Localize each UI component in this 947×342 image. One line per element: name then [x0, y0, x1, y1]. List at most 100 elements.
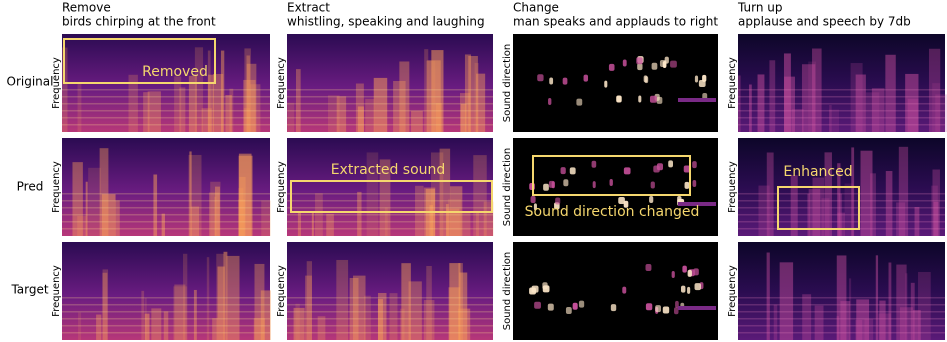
stripe — [229, 88, 234, 132]
blob — [649, 196, 654, 204]
harmonic — [738, 110, 945, 112]
harmonic — [287, 103, 493, 105]
blob — [604, 80, 608, 88]
panels — [62, 34, 947, 340]
blob — [537, 74, 544, 82]
blob — [650, 181, 655, 189]
blob — [549, 77, 554, 85]
stripe — [888, 262, 892, 340]
stripe — [446, 208, 460, 236]
stripe — [907, 98, 919, 132]
spectrogram — [513, 242, 718, 340]
stripe — [476, 73, 486, 132]
stripe — [898, 146, 909, 236]
spectrogram — [287, 138, 494, 236]
stripe — [179, 87, 186, 132]
stripe — [365, 98, 375, 132]
blob — [668, 160, 674, 168]
stripe — [837, 163, 841, 236]
blob — [533, 203, 537, 211]
stripe — [377, 299, 383, 340]
stripe — [311, 212, 314, 236]
stripe — [238, 188, 244, 236]
stripe — [871, 88, 885, 132]
stripe — [807, 193, 810, 236]
y-axis-label: Frequency — [727, 265, 738, 317]
stripe — [253, 318, 265, 340]
row-label: Target — [10, 283, 48, 297]
stripe — [173, 286, 188, 340]
stripe — [855, 74, 866, 132]
blob — [643, 75, 648, 83]
blob — [569, 167, 576, 175]
stripe — [260, 290, 271, 340]
stripe — [791, 109, 804, 132]
column-subtitle: man speaks and applauds to right — [513, 15, 718, 29]
column-title: Remove — [62, 1, 111, 15]
blob — [578, 300, 585, 308]
annotation-text: Removed — [142, 64, 208, 80]
stripe — [860, 150, 873, 236]
harmonic — [62, 311, 270, 313]
stripe — [393, 80, 406, 132]
blob — [662, 61, 667, 69]
annotation-box — [532, 155, 691, 196]
stripe — [99, 148, 109, 236]
blob — [694, 75, 699, 83]
stripe — [459, 212, 471, 236]
harmonic — [62, 103, 270, 105]
harmonic — [62, 325, 270, 327]
stripe — [349, 277, 359, 340]
spectrogram — [513, 34, 718, 132]
column-title: Change — [513, 1, 559, 15]
stripe — [246, 63, 257, 132]
harmonic — [62, 304, 270, 306]
stripe — [856, 299, 870, 340]
stripe — [96, 314, 102, 340]
harmonic — [287, 325, 493, 327]
blob — [565, 306, 572, 314]
stripe — [473, 155, 487, 236]
stripe — [216, 253, 225, 340]
blob — [692, 179, 697, 187]
stripe — [174, 284, 186, 340]
stripe — [239, 176, 246, 236]
stripe — [77, 83, 82, 132]
stripe — [896, 264, 907, 340]
blob — [649, 95, 657, 103]
harmonic — [738, 89, 945, 91]
stripe — [144, 313, 150, 340]
blob — [636, 57, 643, 65]
stripe — [336, 259, 349, 340]
harmonic — [62, 297, 270, 299]
column-subtitle: applause and speech by 7db — [738, 15, 911, 29]
blob — [610, 304, 617, 312]
harmonic — [287, 214, 493, 216]
stripe — [353, 275, 366, 340]
stripe — [364, 295, 371, 340]
stripe — [210, 181, 221, 236]
harmonic — [738, 332, 945, 334]
blob — [623, 167, 631, 175]
stripe — [801, 64, 816, 132]
stripe — [399, 61, 410, 133]
harmonic — [287, 96, 493, 98]
blob — [638, 95, 642, 103]
blob — [542, 285, 550, 293]
stripe — [287, 102, 295, 132]
harmonic — [62, 96, 270, 98]
stripe — [366, 152, 379, 236]
stripe — [933, 201, 939, 236]
stripe — [812, 177, 825, 236]
stripe — [865, 92, 880, 132]
stripe — [905, 73, 919, 132]
stripe — [837, 212, 845, 236]
stripe — [378, 292, 387, 340]
spectrogram — [513, 138, 718, 236]
stripe — [821, 198, 830, 236]
stripe — [357, 106, 364, 132]
harmonic — [62, 332, 270, 334]
y-axis-label: Sound direction — [502, 252, 513, 331]
y-axis-label: Frequency — [727, 57, 738, 109]
